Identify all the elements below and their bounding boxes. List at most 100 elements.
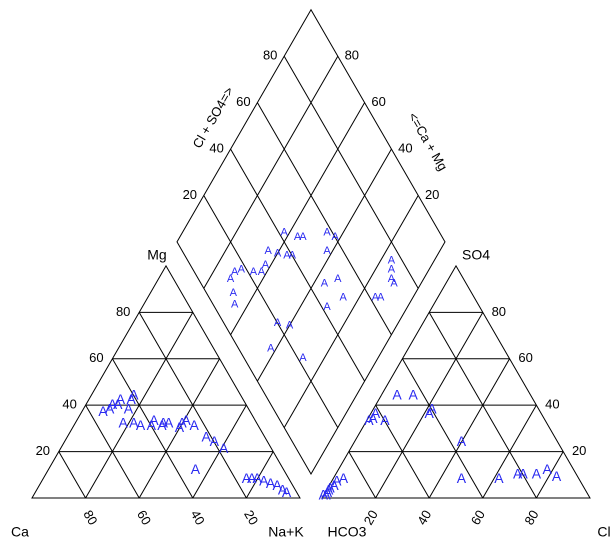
diamond-gridline <box>283 195 419 428</box>
cation-point: A <box>278 482 288 498</box>
anion-point: A <box>325 479 335 495</box>
diamond-point: A <box>323 245 331 257</box>
diamond-point: A <box>321 278 329 290</box>
anion-gridline <box>401 358 484 499</box>
cation-gridline <box>58 451 87 499</box>
diamond-point: A <box>274 317 282 329</box>
cation-point: A <box>164 414 174 430</box>
diamond-point: A <box>230 287 238 299</box>
anion-point: A <box>518 465 528 481</box>
diamond-point: A <box>299 231 307 243</box>
label-na-k: Na+K <box>268 524 304 540</box>
cation-point: A <box>266 475 276 491</box>
cation-point: A <box>252 470 262 486</box>
diamond-right-tick: 60 <box>371 94 385 109</box>
cation-point: A <box>191 461 201 477</box>
cation-point: A <box>259 472 269 488</box>
cation-point: A <box>116 391 126 407</box>
anion-point: A <box>319 486 329 502</box>
anion-cl-tick: 40 <box>414 507 434 527</box>
anion-point: A <box>329 477 339 493</box>
label-cl: Cl <box>597 524 610 540</box>
label-hco3: HCO3 <box>328 524 367 540</box>
diamond-point: A <box>339 292 347 304</box>
diamond-point: A <box>331 231 339 243</box>
anion-gridline <box>375 404 430 499</box>
cation-na-tick: 20 <box>241 507 261 527</box>
cation-point: A <box>108 396 118 412</box>
anion-point: A <box>324 482 334 498</box>
plot-frames <box>31 8 591 499</box>
diamond-point: A <box>372 292 380 304</box>
diamond-right-tick: 20 <box>425 187 439 202</box>
anion-point: A <box>364 412 374 428</box>
diamond-point: A <box>388 264 396 276</box>
anion-point: A <box>532 465 542 481</box>
anion-point: A <box>457 433 467 449</box>
anion-point: A <box>552 468 562 484</box>
diamond-point: A <box>323 227 331 239</box>
cation-point: A <box>129 414 139 430</box>
cation-point: A <box>175 419 185 435</box>
diamond-point: A <box>238 264 246 276</box>
cation-point: A <box>219 440 229 456</box>
diamond-point: A <box>334 273 342 285</box>
cation-na-tick: 40 <box>188 507 208 527</box>
cation-mg-tick: 60 <box>89 350 103 365</box>
anion-point: A <box>368 410 378 426</box>
diamond-left-tick: 20 <box>183 187 197 202</box>
anion-point: A <box>392 387 402 403</box>
anion-point: A <box>457 470 467 486</box>
diamond-frame <box>176 8 446 475</box>
anion-point: A <box>513 465 523 481</box>
diamond-gridline <box>203 195 339 428</box>
anion-point: A <box>380 412 390 428</box>
diamond-gridline <box>256 148 392 382</box>
cation-point: A <box>113 396 123 412</box>
diamond-point: A <box>250 266 258 278</box>
cation-mg-tick: 80 <box>116 304 130 319</box>
anion-cl-tick: 80 <box>521 507 541 527</box>
anion-point: A <box>339 470 349 486</box>
diamond-point: A <box>390 278 398 290</box>
diamond-gridline <box>230 148 366 382</box>
cation-frame <box>31 264 301 499</box>
diamond-left-tick: 80 <box>263 48 277 63</box>
diamond-gridline <box>256 102 392 335</box>
diamond-point: A <box>258 266 266 278</box>
grid-lines <box>58 55 564 499</box>
diamond-point: A <box>262 259 270 271</box>
diamond-gridline <box>283 55 419 289</box>
cation-mg-tick: 40 <box>62 397 76 412</box>
cation-point: A <box>157 417 167 433</box>
diamond-point: A <box>294 231 302 243</box>
label-so4: SO4 <box>462 247 490 263</box>
anion-point: A <box>321 486 331 502</box>
cation-gridline <box>85 404 140 499</box>
anion-so4-tick: 60 <box>518 350 532 365</box>
cation-point: A <box>181 412 191 428</box>
diamond-point: A <box>289 250 297 262</box>
anion-cl-tick: 20 <box>361 507 381 527</box>
cation-point: A <box>129 387 139 403</box>
cation-point: A <box>247 470 257 486</box>
anion-so4-tick: 80 <box>492 304 506 319</box>
diamond-point: A <box>388 273 396 285</box>
diamond-point: A <box>286 319 294 331</box>
cation-gridline <box>138 312 247 499</box>
cation-point: A <box>273 477 283 493</box>
cation-point: A <box>118 414 128 430</box>
anion-gridline <box>428 312 537 499</box>
cation-point: A <box>177 414 187 430</box>
tick-labels: 20 40 60 80 80 60 40 20 20 40 60 80 20 40 60 80 20 40 60 80… <box>36 48 587 528</box>
cation-point: A <box>105 401 115 417</box>
cation-point: A <box>147 417 157 433</box>
diamond-gridline <box>230 102 366 335</box>
diamond-point: A <box>267 343 275 355</box>
label-mg: Mg <box>147 247 166 263</box>
anion-so4-tick: 40 <box>545 397 559 412</box>
diamond-point: A <box>377 292 385 304</box>
anion-point: A <box>408 387 418 403</box>
diamond-right-tick: 40 <box>398 141 412 156</box>
